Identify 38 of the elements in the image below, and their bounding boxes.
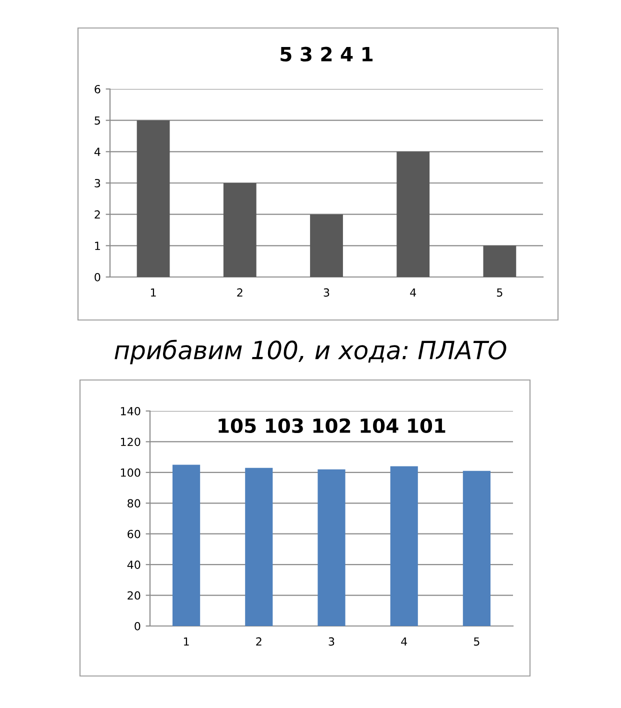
y-tick-label: 0 (134, 622, 140, 630)
y-tick-label: 4 (94, 148, 100, 156)
x-tick-label: 1 (150, 288, 156, 297)
bar (318, 469, 346, 626)
y-tick-label: 5 (94, 116, 100, 125)
y-tick-label: 80 (128, 499, 140, 508)
bar (245, 468, 273, 626)
x-tick-label: 4 (410, 288, 416, 297)
y-tick-label: 40 (127, 560, 140, 569)
x-tick-label: 4 (401, 637, 408, 646)
x-tick-label: 3 (324, 288, 330, 297)
y-tick-label: 6 (94, 84, 100, 94)
y-tick-label: 0 (94, 272, 100, 282)
y-tick-label: 3 (94, 178, 100, 188)
y-tick-label: 100 (120, 468, 140, 477)
x-tick-label: 5 (474, 637, 480, 646)
y-tick-label: 1 (95, 242, 100, 250)
y-tick-label: 60 (128, 530, 140, 538)
y-tick-label: 2 (94, 210, 100, 219)
chart-title: 105 103 102 104 101 (218, 418, 446, 434)
y-tick-label: 140 (120, 406, 140, 416)
x-tick-label: 3 (328, 637, 334, 646)
bar (396, 152, 430, 277)
bar (483, 246, 516, 277)
bar (136, 120, 170, 277)
y-tick-label: 120 (120, 438, 140, 446)
x-tick-label: 2 (237, 288, 242, 297)
bar (462, 470, 490, 626)
chart-title: 5 3 2 4 1 (280, 46, 373, 62)
bar (172, 464, 200, 626)
bar (390, 466, 418, 626)
x-tick-label: 1 (184, 637, 189, 646)
y-tick-label: 20 (128, 591, 140, 600)
text: прибавим 100, и хода: ПЛАТО (114, 340, 506, 364)
bar (310, 214, 343, 277)
x-tick-label: 5 (497, 288, 502, 297)
x-tick-label: 2 (256, 637, 262, 646)
bar (223, 183, 256, 277)
